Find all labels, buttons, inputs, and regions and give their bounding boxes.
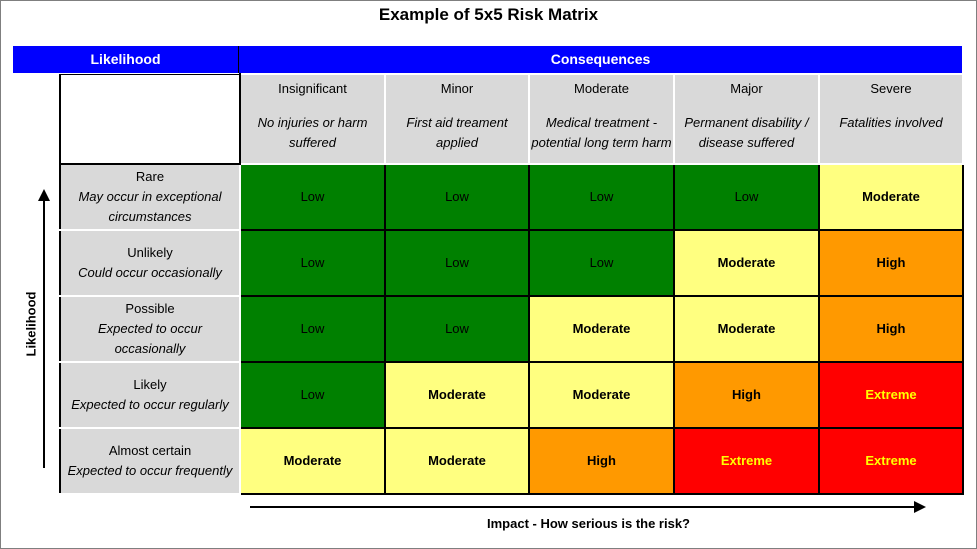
risk-cell: Extreme [673,427,820,495]
risk-cell: High [818,295,964,363]
consequence-header-major: Major Permanent disability / disease suf… [673,73,820,165]
likelihood-name: Almost certain [108,443,192,458]
consequence-desc: No injuries or harm suffered [257,115,368,150]
risk-cell: Moderate [673,295,820,363]
likelihood-desc: Expected to occur frequently [67,463,233,478]
likelihood-row-almost-certain: Almost certain Expected to occur frequen… [59,427,964,495]
y-axis-arrow-line [43,200,45,468]
risk-cell: Low [528,163,675,231]
likelihood-desc: Expected to occur occasionally [97,321,203,356]
consequence-desc: Permanent disability / disease suffered [684,115,809,150]
risk-cell: Low [384,295,530,363]
risk-matrix-table: Insignificant No injuries or harm suffer… [59,73,964,495]
x-axis-arrow-line [250,506,915,508]
risk-cell: Low [384,229,530,297]
likelihood-header-bar: Likelihood [13,46,239,73]
consequence-header-minor: Minor First aid treament applied [384,73,530,165]
likelihood-name: Rare [135,169,165,184]
risk-cell: High [818,229,964,297]
y-axis-label: Likelihood [23,291,39,357]
consequence-desc: Medical treatment - potential long term … [531,115,672,150]
risk-cell: High [673,361,820,429]
consequence-name: Major [730,81,763,96]
matrix-corner [59,73,241,165]
likelihood-header-unlikely: Unlikely Could occur occasionally [59,229,241,297]
likelihood-desc: Expected to occur regularly [71,397,229,412]
consequences-header-bar: Consequences [239,46,962,73]
risk-cell: Extreme [818,361,964,429]
likelihood-header-rare: Rare May occur in exceptional circumstan… [59,163,241,231]
risk-cell: Low [528,229,675,297]
arrow-up-icon [38,189,50,201]
likelihood-name: Likely [133,377,167,392]
risk-cell: Low [673,163,820,231]
likelihood-name: Possible [125,301,175,316]
risk-cell: Moderate [384,361,530,429]
likelihood-header-possible: Possible Expected to occur occasionally [59,295,241,363]
likelihood-desc: May occur in exceptional circumstances [78,189,222,224]
consequence-name: Moderate [574,81,629,96]
risk-cell: Moderate [528,361,675,429]
x-axis-label: Impact - How serious is the risk? [487,516,690,531]
consequence-header-insignificant: Insignificant No injuries or harm suffer… [239,73,386,165]
consequence-name: Minor [440,81,474,96]
risk-cell: Low [384,163,530,231]
page-title: Example of 5x5 Risk Matrix [378,5,599,24]
likelihood-row-rare: Rare May occur in exceptional circumstan… [59,163,964,231]
arrow-right-icon [914,501,926,513]
consequence-name: Insignificant [278,81,347,96]
likelihood-row-unlikely: Unlikely Could occur occasionally Low Lo… [59,229,964,297]
risk-cell: Moderate [384,427,530,495]
likelihood-header-likely: Likely Expected to occur regularly [59,361,241,429]
risk-cell: Moderate [528,295,675,363]
risk-cell: Low [239,295,386,363]
consequence-header-row: Insignificant No injuries or harm suffer… [59,73,964,165]
consequence-header-severe: Severe Fatalities involved [818,73,964,165]
likelihood-row-possible: Possible Expected to occur occasionally … [59,295,964,363]
likelihood-row-likely: Likely Expected to occur regularly Low M… [59,361,964,429]
risk-cell: Low [239,163,386,231]
consequence-desc: First aid treament applied [406,115,508,150]
risk-cell: Low [239,361,386,429]
risk-cell: Moderate [818,163,964,231]
likelihood-name: Unlikely [127,245,173,260]
risk-cell: Moderate [239,427,386,495]
consequence-desc: Fatalities involved [839,115,943,130]
consequence-header-moderate: Moderate Medical treatment - potential l… [528,73,675,165]
risk-cell: Low [239,229,386,297]
likelihood-header-almost-certain: Almost certain Expected to occur frequen… [59,427,241,495]
risk-cell: High [528,427,675,495]
risk-cell: Extreme [818,427,964,495]
risk-cell: Moderate [673,229,820,297]
likelihood-desc: Could occur occasionally [78,265,222,280]
consequence-name: Severe [870,81,912,96]
